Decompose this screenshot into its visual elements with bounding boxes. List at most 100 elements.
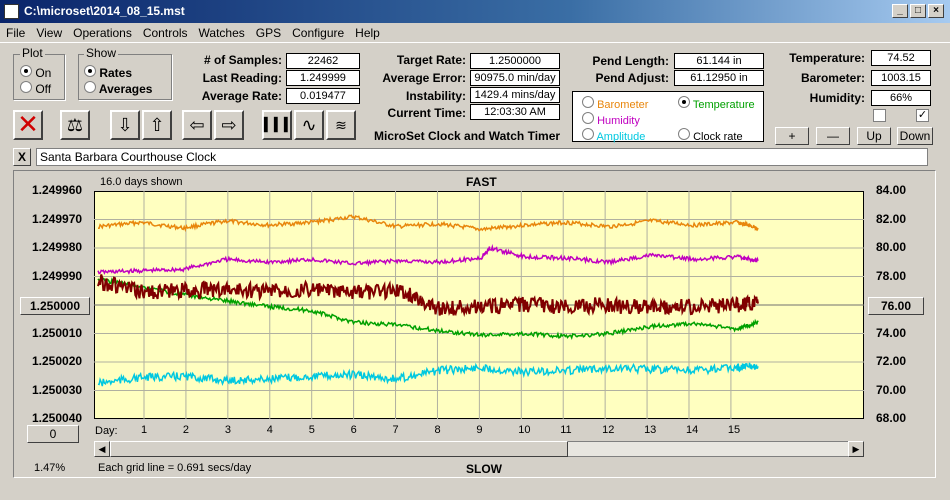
sensor-amplitude-radio[interactable]: Amplitude bbox=[582, 128, 645, 143]
triangle-right-icon: ▶ bbox=[852, 444, 860, 454]
scroll-left-button[interactable]: ◀ bbox=[94, 441, 110, 457]
show-averages-radio[interactable]: Averages bbox=[84, 81, 152, 96]
show-group-label: Show bbox=[84, 46, 119, 60]
arrow-right-button[interactable]: ⇨ bbox=[214, 110, 244, 140]
radio-selected-icon bbox=[678, 96, 690, 108]
clear-clock-button[interactable]: X bbox=[13, 148, 31, 166]
day-tick-label: 8 bbox=[434, 424, 441, 436]
show-rates-label: Rates bbox=[99, 66, 133, 80]
plot-off-label: Off bbox=[35, 82, 52, 96]
average-error-label: Average Error: bbox=[382, 71, 466, 85]
arrow-down-button[interactable]: ⇩ bbox=[110, 110, 140, 140]
maximize-button[interactable]: □ bbox=[910, 4, 926, 18]
left-tick-label: 1.249980 bbox=[32, 240, 83, 254]
left-tick-label: 1.250030 bbox=[32, 382, 83, 397]
down-button[interactable]: Down bbox=[897, 127, 933, 145]
right-tick-label: 72.00 bbox=[876, 354, 907, 368]
stop-button[interactable]: ✕ bbox=[13, 110, 43, 140]
series-temperature bbox=[97, 277, 759, 340]
current-time-field: 12:03:30 AM bbox=[470, 104, 560, 120]
arrow-left-button[interactable]: ⇦ bbox=[182, 110, 212, 140]
day-tick-label: 10 bbox=[518, 424, 531, 436]
radio-icon bbox=[582, 128, 594, 140]
menu-view[interactable]: View bbox=[36, 26, 63, 40]
scroll-thumb[interactable] bbox=[110, 441, 568, 457]
radio-selected-icon bbox=[84, 65, 96, 77]
sensor-barometer-label: Barometer bbox=[597, 99, 649, 111]
plot-on-radio[interactable]: On bbox=[20, 65, 51, 80]
window-title: C:\microset\2014_08_15.mst bbox=[24, 4, 185, 18]
plot-group-label: Plot bbox=[20, 46, 45, 60]
grid-note: Each grid line = 0.691 secs/day bbox=[98, 462, 252, 474]
day-tick-label: 5 bbox=[308, 424, 315, 436]
samples-label: # of Samples: bbox=[203, 53, 282, 67]
day-tick-label: 9 bbox=[476, 424, 483, 436]
sensor-clockrate-label: Clock rate bbox=[693, 131, 743, 143]
bar-graph-button[interactable]: ▍▍▍ bbox=[262, 110, 294, 140]
menu-controls[interactable]: Controls bbox=[142, 26, 188, 40]
menu-gps[interactable]: GPS bbox=[255, 26, 282, 40]
clock-name-field[interactable]: Santa Barbara Courthouse Clock bbox=[36, 148, 928, 166]
center-right-button[interactable]: 76.00 bbox=[868, 297, 924, 315]
pend-length-field: 61.144 in bbox=[674, 53, 764, 69]
instability-field: 1429.4 mins/day bbox=[470, 87, 560, 103]
day-tick-label: 1 bbox=[141, 424, 148, 436]
barometer-label: Barometer: bbox=[800, 71, 865, 85]
right-tick-label: 78.00 bbox=[876, 268, 907, 283]
multi-line-button[interactable]: ≋ bbox=[326, 110, 356, 140]
day-tick-label: 14 bbox=[685, 424, 699, 436]
humidity-field: 66% bbox=[871, 90, 931, 106]
average-error-field: 90975.0 min/day bbox=[470, 70, 560, 86]
right-checkbox[interactable]: ✓ bbox=[916, 109, 929, 122]
center-left-button[interactable]: 1.250000 bbox=[20, 297, 90, 315]
barometer-field: 1003.15 bbox=[871, 70, 931, 86]
day-tick-label: 2 bbox=[182, 424, 190, 436]
right-tick-label: 80.00 bbox=[876, 240, 907, 254]
menu-help[interactable]: Help bbox=[355, 26, 380, 40]
arrow-right-icon: ⇨ bbox=[221, 115, 237, 135]
pend-adjust-field: 61.12950 in bbox=[674, 70, 764, 86]
sensor-humidity-radio[interactable]: Humidity bbox=[582, 112, 640, 127]
menu-operations[interactable]: Operations bbox=[73, 26, 132, 40]
left-tick-label: 1.250020 bbox=[32, 354, 83, 368]
sensor-clockrate-radio[interactable]: Clock rate bbox=[678, 128, 743, 143]
menu-watches[interactable]: Watches bbox=[198, 26, 245, 40]
plus-button[interactable]: + bbox=[775, 127, 809, 145]
left-checkbox[interactable] bbox=[873, 109, 886, 122]
sensor-barometer-radio[interactable]: Barometer bbox=[582, 96, 648, 111]
day-tick-label: 13 bbox=[644, 424, 657, 436]
scales-icon: ⚖ bbox=[66, 115, 84, 135]
samples-field: 22462 bbox=[286, 53, 360, 69]
radio-icon bbox=[84, 81, 96, 93]
day-tick-label: 7 bbox=[392, 424, 399, 436]
target-rate-field: 1.2500000 bbox=[470, 53, 560, 69]
minimize-button[interactable]: _ bbox=[892, 4, 908, 18]
balance-button[interactable]: ⚖ bbox=[60, 110, 90, 140]
bar-graph-icon: ▍▍▍ bbox=[264, 117, 294, 132]
current-time-label: Current Time: bbox=[387, 106, 466, 120]
menu-file[interactable]: File bbox=[6, 26, 26, 40]
menu-configure[interactable]: Configure bbox=[292, 26, 345, 40]
up-button[interactable]: Up bbox=[857, 127, 891, 145]
zero-button[interactable]: 0 bbox=[27, 425, 79, 443]
sensor-temperature-label: Temperature bbox=[692, 99, 755, 111]
temperature-field: 74.52 bbox=[871, 50, 931, 66]
sensor-temperature-radio[interactable]: Temperature bbox=[678, 96, 755, 111]
right-tick-label: 68.00 bbox=[876, 411, 907, 425]
arrow-left-icon: ⇦ bbox=[189, 115, 205, 135]
left-tick-label: 1.250040 bbox=[32, 411, 83, 425]
show-rates-radio[interactable]: Rates bbox=[84, 65, 132, 80]
left-tick-label: 1.249960 bbox=[32, 183, 83, 197]
scroll-right-button[interactable]: ▶ bbox=[848, 441, 864, 457]
radio-icon bbox=[582, 96, 594, 108]
arrow-up-button[interactable]: ⇧ bbox=[142, 110, 172, 140]
line-graph-button[interactable]: ∿ bbox=[294, 110, 324, 140]
plot-off-radio[interactable]: Off bbox=[20, 81, 51, 96]
close-window-button[interactable]: × bbox=[928, 4, 944, 18]
series-amplitude bbox=[97, 362, 759, 387]
minus-button[interactable]: — bbox=[816, 127, 850, 145]
series-clock-rate bbox=[97, 274, 759, 318]
right-tick-label: 84.00 bbox=[876, 183, 907, 197]
instability-label: Instability: bbox=[405, 89, 466, 103]
radio-icon bbox=[20, 81, 32, 93]
